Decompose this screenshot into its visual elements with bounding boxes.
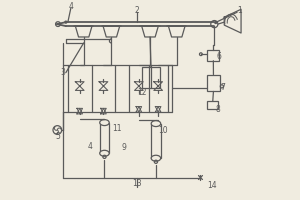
Ellipse shape (100, 150, 109, 156)
Text: 4: 4 (68, 2, 73, 11)
Text: 5: 5 (55, 132, 60, 141)
Text: 11: 11 (112, 124, 122, 133)
Bar (100, 123, 109, 153)
Text: 4: 4 (87, 142, 92, 151)
Circle shape (65, 21, 67, 23)
Bar (151, 124, 161, 158)
Ellipse shape (151, 121, 161, 127)
Text: 2: 2 (135, 6, 140, 15)
Text: 6: 6 (217, 52, 221, 61)
Text: 7: 7 (220, 83, 225, 92)
Bar (207, 50, 219, 61)
Bar (207, 101, 218, 109)
Text: 13: 13 (132, 179, 141, 188)
Text: 3: 3 (61, 68, 65, 77)
Bar (207, 75, 220, 91)
Bar (68, 65, 116, 112)
Text: 10: 10 (158, 126, 168, 135)
Text: 8: 8 (216, 105, 221, 114)
Text: 14: 14 (208, 181, 217, 190)
Text: 9: 9 (122, 143, 127, 152)
Text: 1: 1 (238, 6, 242, 15)
Bar (142, 67, 160, 88)
Ellipse shape (100, 120, 109, 126)
Ellipse shape (151, 155, 161, 161)
Text: 12: 12 (137, 88, 147, 97)
Bar (129, 65, 168, 112)
Circle shape (215, 22, 217, 24)
